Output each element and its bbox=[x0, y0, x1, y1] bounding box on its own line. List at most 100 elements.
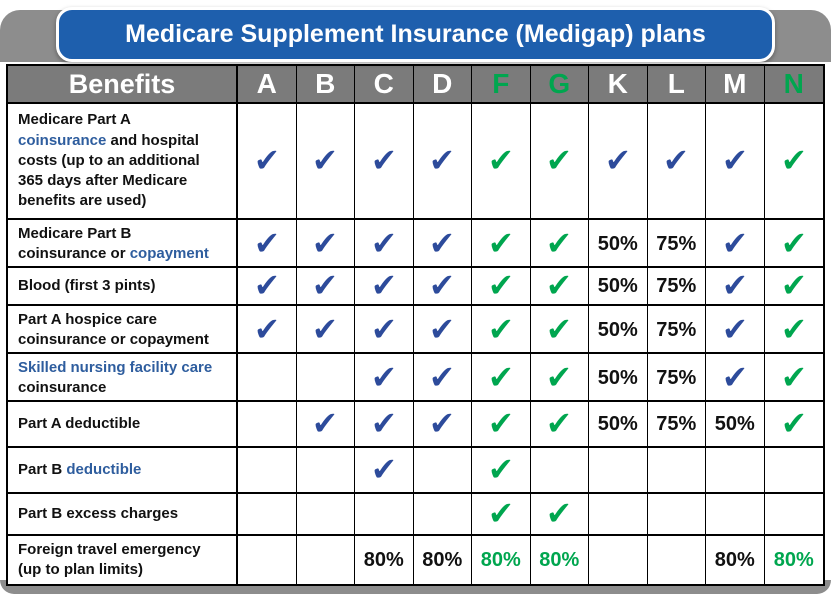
benefit-label: Part A deductible bbox=[18, 414, 140, 434]
plan-L-cell bbox=[648, 448, 706, 492]
plan-B-cell bbox=[297, 494, 355, 534]
check-icon: ✔ bbox=[721, 266, 748, 305]
check-icon: ✔ bbox=[546, 224, 573, 263]
benefit-text-segment: Part A hospice care coinsurance or copay… bbox=[18, 311, 209, 349]
plan-M-cell: 50% bbox=[706, 402, 765, 446]
benefit-text-segment: Part B excess charges bbox=[18, 504, 179, 522]
plan-B-cell: ✔ bbox=[297, 104, 355, 218]
check-icon: ✔ bbox=[253, 141, 280, 180]
check-icon: ✔ bbox=[429, 358, 456, 397]
benefit-label-cell: Foreign travel emergency (up to plan lim… bbox=[8, 536, 238, 585]
plan-K-cell: 50% bbox=[589, 220, 648, 269]
benefit-label: Part B deductible bbox=[18, 460, 141, 480]
coverage-percent: 75% bbox=[656, 412, 697, 435]
plan-D-cell: ✔ bbox=[414, 220, 472, 269]
benefit-row: Medicare Part A coinsurance and hospital… bbox=[8, 104, 823, 220]
plan-N-cell bbox=[765, 448, 824, 492]
plan-header-M: M bbox=[706, 66, 765, 102]
coverage-percent: 75% bbox=[656, 232, 697, 255]
plan-N-cell: ✔ bbox=[765, 402, 824, 446]
check-icon: ✔ bbox=[429, 141, 456, 180]
coverage-percent: 80% bbox=[539, 548, 580, 571]
plan-A-cell bbox=[238, 448, 297, 492]
plan-C-cell: ✔ bbox=[355, 220, 414, 269]
coverage-percent: 50% bbox=[597, 412, 638, 435]
check-icon: ✔ bbox=[370, 141, 397, 180]
coverage-percent: 50% bbox=[597, 318, 638, 341]
check-icon: ✔ bbox=[253, 310, 280, 349]
plan-G-cell: ✔ bbox=[531, 220, 589, 269]
plan-D-cell: ✔ bbox=[414, 306, 472, 355]
plan-L-cell bbox=[648, 494, 706, 534]
benefit-text-segment: coinsurance bbox=[18, 131, 107, 149]
coverage-percent: 80% bbox=[714, 548, 755, 571]
check-icon: ✔ bbox=[721, 224, 748, 263]
plan-K-cell: 50% bbox=[589, 402, 648, 446]
plan-F-cell: ✔ bbox=[472, 494, 531, 534]
plan-C-cell bbox=[355, 494, 414, 534]
check-icon: ✔ bbox=[780, 404, 807, 443]
plan-header-D: D bbox=[414, 66, 472, 102]
plan-N-cell: ✔ bbox=[765, 267, 824, 305]
plan-A-cell: ✔ bbox=[238, 220, 297, 269]
check-icon: ✔ bbox=[370, 358, 397, 397]
check-icon: ✔ bbox=[370, 310, 397, 349]
check-icon: ✔ bbox=[546, 494, 573, 533]
benefit-text-segment: and hospital costs (up to an additional … bbox=[18, 131, 200, 210]
plan-A-cell bbox=[238, 354, 297, 403]
plan-header-B: B bbox=[297, 66, 355, 102]
title-banner: Medicare Supplement Insurance (Medigap) … bbox=[56, 7, 775, 62]
benefit-text-segment: Medicare Part A bbox=[18, 111, 131, 129]
plan-F-cell: ✔ bbox=[472, 448, 531, 492]
plan-L-cell: 75% bbox=[648, 306, 706, 355]
plan-header-A: A bbox=[238, 66, 297, 102]
plan-F-cell: ✔ bbox=[472, 306, 531, 355]
check-icon: ✔ bbox=[721, 141, 748, 180]
check-icon: ✔ bbox=[780, 358, 807, 397]
benefit-row: Foreign travel emergency (up to plan lim… bbox=[8, 536, 823, 585]
benefit-label: Foreign travel emergency (up to plan lim… bbox=[18, 540, 201, 581]
check-icon: ✔ bbox=[780, 224, 807, 263]
plan-G-cell: ✔ bbox=[531, 402, 589, 446]
benefit-row: Skilled nursing facility care coinsuranc… bbox=[8, 354, 824, 403]
plan-M-cell bbox=[706, 494, 765, 534]
plan-F-cell: ✔ bbox=[472, 267, 531, 304]
plan-C-cell: ✔ bbox=[355, 104, 414, 218]
benefit-label-cell: Blood (first 3 pints) bbox=[8, 268, 238, 304]
plan-N-cell: ✔ bbox=[765, 354, 824, 403]
plan-G-cell bbox=[531, 448, 589, 492]
check-icon: ✔ bbox=[546, 310, 573, 349]
plan-A-cell: ✔ bbox=[238, 306, 297, 355]
benefit-label-cell: Part A deductible bbox=[8, 402, 238, 446]
benefit-row: Medicare Part B coinsurance or copayment… bbox=[8, 220, 823, 269]
plan-B-cell: ✔ bbox=[297, 267, 355, 304]
coverage-percent: 80% bbox=[422, 548, 463, 571]
check-icon: ✔ bbox=[604, 141, 631, 180]
plan-G-cell: ✔ bbox=[531, 494, 589, 534]
benefit-text-segment: coinsurance bbox=[18, 379, 107, 397]
coverage-percent: 50% bbox=[597, 366, 638, 389]
plan-K-cell: 50% bbox=[589, 268, 648, 304]
benefit-label-cell: Part B excess charges bbox=[8, 494, 238, 534]
check-icon: ✔ bbox=[721, 358, 748, 397]
check-icon: ✔ bbox=[370, 266, 397, 305]
plan-D-cell: ✔ bbox=[414, 354, 472, 403]
plan-B-cell bbox=[297, 354, 355, 403]
plan-N-cell: 80% bbox=[765, 536, 824, 585]
plan-C-cell: ✔ bbox=[355, 306, 414, 355]
plan-header-N: N bbox=[783, 68, 804, 99]
plan-M-cell bbox=[706, 448, 765, 492]
plan-K-cell: 50% bbox=[589, 354, 648, 403]
benefit-text-segment: Foreign travel emergency (up to plan lim… bbox=[18, 541, 201, 579]
check-icon: ✔ bbox=[429, 404, 456, 443]
plan-D-cell: ✔ bbox=[414, 402, 472, 446]
plan-D-cell: 80% bbox=[414, 536, 472, 585]
benefit-label: Medicare Part B coinsurance or copayment bbox=[18, 224, 209, 265]
plan-N-cell: ✔ bbox=[765, 306, 824, 355]
plan-C-cell: 80% bbox=[355, 536, 414, 585]
plan-L-cell: 75% bbox=[648, 402, 706, 446]
check-icon: ✔ bbox=[780, 310, 807, 349]
